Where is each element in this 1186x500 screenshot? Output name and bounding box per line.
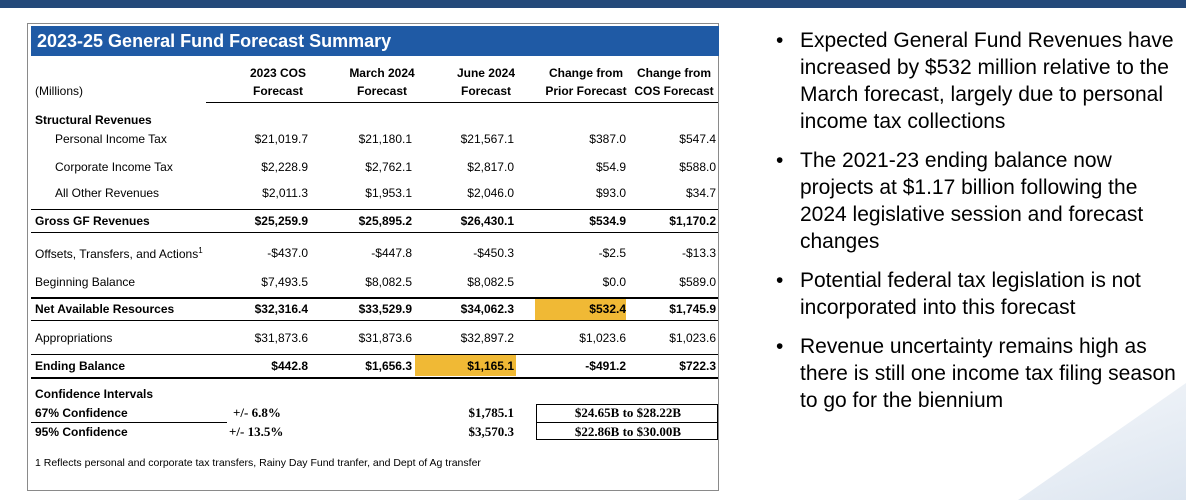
table-cell: $93.0: [595, 186, 626, 200]
confidence-95-label: 95% Confidence: [35, 425, 128, 439]
confidence-67-amount: $1,785.1: [468, 405, 515, 420]
table-cell: -$491.2: [585, 359, 626, 373]
highlight-net-available-change: [535, 298, 626, 320]
rule-above-net: [31, 297, 718, 299]
header-rule: [206, 102, 718, 103]
table-cell: $442.8: [271, 359, 308, 373]
table-cell: $1,023.6: [669, 331, 716, 345]
table-cell: -$2.5: [598, 246, 626, 260]
rule-below-net: [31, 320, 718, 321]
table-title: 2023-25 General Fund Forecast Summary: [31, 26, 719, 56]
table-cell: $33,529.9: [358, 302, 412, 316]
bullet-list: • Expected General Fund Revenues have inc…: [770, 27, 1180, 426]
rule-below-gross: [31, 232, 718, 233]
col-header-march-2024: March 2024 Forecast: [349, 66, 415, 98]
bullet-dot: •: [776, 269, 784, 292]
bullet-item: • Potential federal tax legislation is no…: [776, 269, 1141, 319]
footnote: 1 Reflects personal and corporate tax tr…: [35, 457, 481, 469]
table-cell: $54.9: [595, 160, 626, 174]
table-cell: $2,046.0: [467, 186, 514, 200]
row-label: Corporate Income Tax: [55, 160, 173, 174]
forecast-table-panel: [27, 23, 719, 491]
col-header-2023-cos: 2023 COS Forecast: [249, 66, 307, 98]
table-cell: $1,170.2: [669, 214, 716, 228]
table-cell: $8,082.5: [467, 275, 514, 289]
confidence-95-amount: $3,570.3: [468, 424, 515, 439]
row-label: Personal Income Tax: [55, 132, 167, 146]
table-cell: $1,165.1: [467, 359, 514, 373]
col-header-change-prior: Change from Prior Forecast: [545, 66, 627, 98]
table-cell: $722.3: [679, 359, 716, 373]
table-cell: $26,430.1: [460, 214, 514, 228]
units-label: (Millions): [35, 84, 83, 98]
table-cell: $34.7: [685, 186, 716, 200]
highlight-ending-balance-june: [415, 355, 516, 376]
section-structural-revenues: Structural Revenues: [35, 113, 152, 127]
table-cell: $2,762.1: [365, 160, 412, 174]
table-cell: $1,656.3: [365, 359, 412, 373]
table-cell: $1,023.6: [579, 331, 626, 345]
row-label: Gross GF Revenues: [35, 214, 150, 228]
rule-below-ending: [31, 377, 718, 379]
confidence-95-range: $22.86B to $30.00B: [574, 424, 682, 439]
table-cell: $588.0: [679, 160, 716, 174]
row-label: Net Available Resources: [35, 302, 175, 316]
rule-between-confidence: [31, 422, 227, 423]
table-cell: $2,817.0: [467, 160, 514, 174]
table-cell: $32,316.4: [254, 302, 308, 316]
table-cell: $1,953.1: [365, 186, 412, 200]
top-band: [0, 0, 1186, 8]
table-cell: $32,897.2: [460, 331, 514, 345]
table-cell: -$447.8: [371, 246, 412, 260]
table-cell: -$450.3: [473, 246, 514, 260]
table-cell: $589.0: [679, 275, 716, 289]
confidence-95-pct: +/- 13.5%: [229, 424, 284, 439]
confidence-title: Confidence Intervals: [35, 387, 154, 401]
table-cell: $25,895.2: [358, 214, 412, 228]
table-cell: $8,082.5: [365, 275, 412, 289]
row-label: All Other Revenues: [55, 186, 160, 200]
table-cell: $31,873.6: [358, 331, 412, 345]
table-cell: $2,011.3: [262, 186, 308, 200]
row-label: Offsets, Transfers, and Actions1: [35, 246, 203, 261]
table-cell: $387.0: [589, 132, 626, 146]
bullet-item: • Expected General Fund Revenues have inc…: [776, 29, 1174, 133]
bullet-dot: •: [776, 149, 784, 172]
table-cell: $21,180.1: [358, 132, 412, 146]
table-cell: $7,493.5: [261, 275, 308, 289]
table-cell: $0.0: [602, 275, 626, 289]
bullet-item: • Revenue uncertainty remains high as the…: [776, 335, 1176, 412]
col-header-change-cos: Change from COS Forecast: [634, 66, 714, 98]
rule-above-ending: [31, 354, 718, 355]
bullet-dot: •: [776, 335, 784, 358]
table-cell: $534.9: [589, 214, 626, 228]
table-cell: $31,873.6: [254, 331, 308, 345]
row-label: Appropriations: [35, 331, 113, 345]
confidence-range-divider: [536, 422, 718, 423]
rule-above-gross: [31, 209, 718, 210]
confidence-67-label: 67% Confidence: [35, 406, 128, 420]
bullet-item: • The 2021-23 ending balance now projects…: [776, 149, 1144, 253]
row-label: Beginning Balance: [35, 275, 136, 289]
table-cell: $2,228.9: [261, 160, 308, 174]
table-cell: $1,745.9: [669, 302, 716, 316]
table-cell: $21,567.1: [460, 132, 514, 146]
table-cell: $34,062.3: [460, 302, 514, 316]
table-cell: $547.4: [679, 132, 716, 146]
confidence-67-pct: +/- 6.8%: [233, 405, 281, 420]
confidence-67-range: $24.65B to $28.22B: [574, 405, 682, 420]
table-cell: $25,259.9: [254, 214, 308, 228]
table-cell: $532.4: [589, 302, 626, 316]
table-cell: $21,019.7: [254, 132, 308, 146]
table-cell: -$437.0: [267, 246, 308, 260]
bullet-dot: •: [776, 29, 784, 52]
table-cell: -$13.3: [681, 246, 716, 260]
col-header-june-2024: June 2024 Forecast: [456, 66, 516, 98]
row-label: Ending Balance: [35, 359, 126, 373]
